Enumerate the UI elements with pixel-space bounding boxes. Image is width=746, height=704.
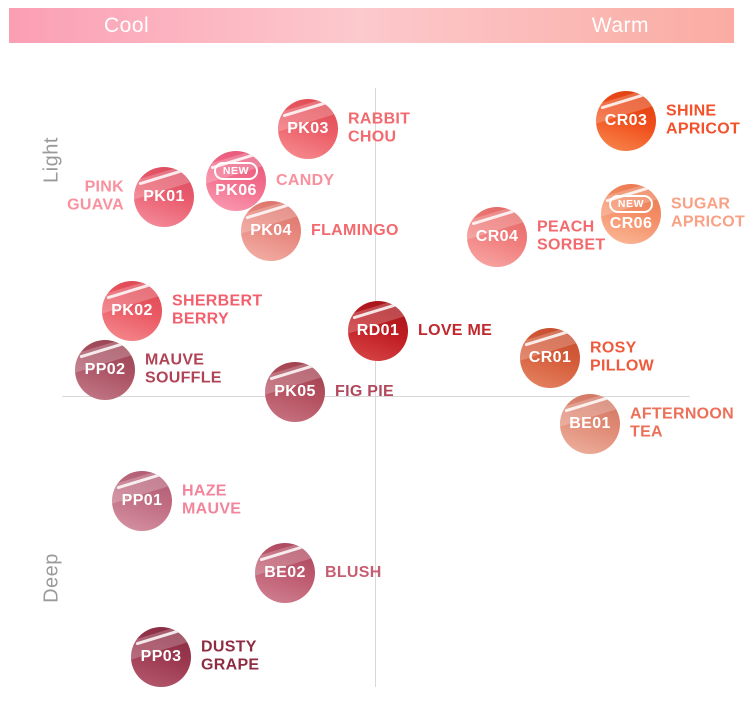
- product-name-label: PINK GUAVA: [67, 179, 124, 216]
- horizontal-axis-line: [62, 396, 690, 397]
- gloss-streak-icon: [116, 473, 160, 490]
- lip-swatch: PP03: [131, 627, 191, 687]
- product-name-line: PINK: [84, 178, 124, 196]
- deep-axis-label: Deep: [40, 553, 63, 603]
- gloss-streak-icon: [135, 629, 179, 646]
- product-name-line: PILLOW: [590, 358, 655, 375]
- gloss-streak-icon: [352, 303, 396, 320]
- lip-swatch: CR03: [596, 91, 656, 151]
- product-code: CR03: [604, 112, 648, 129]
- product-name-label: PEACH SORBET: [537, 219, 605, 256]
- lip-swatch: PP01: [112, 471, 172, 531]
- product-name-line: ROSY: [590, 339, 637, 357]
- lip-swatch: NEW CR06: [601, 184, 661, 244]
- product-name-line: FLAMINGO: [311, 221, 399, 239]
- product-code: PP03: [140, 648, 182, 665]
- product-name-label: SHERBERT BERRY: [172, 293, 262, 330]
- product-name-line: APRICOT: [666, 121, 741, 138]
- lip-swatch: PK04: [241, 201, 301, 261]
- warm-axis-label: Warm: [591, 13, 649, 37]
- product-name-label: SUGAR APRICOT: [671, 196, 745, 233]
- product-code: PK05: [274, 383, 316, 400]
- gloss-streak-icon: [600, 93, 644, 110]
- product-name-line: GRAPE: [201, 657, 260, 674]
- product-code: RD01: [356, 322, 400, 339]
- product-name-line: PEACH: [537, 218, 595, 236]
- product-code: BE02: [264, 564, 306, 581]
- product-code: CR01: [528, 349, 572, 366]
- lip-swatch: CR04: [467, 207, 527, 267]
- product-name-line: LOVE ME: [418, 321, 493, 339]
- product-name-line: CHOU: [348, 129, 397, 146]
- product-name-label: LOVE ME: [418, 322, 492, 340]
- product-code: PK03: [287, 120, 329, 137]
- product-name-line: APRICOT: [671, 214, 746, 231]
- product-code: BE01: [569, 415, 611, 432]
- gloss-streak-icon: [471, 209, 515, 226]
- product-code: PP01: [121, 492, 163, 509]
- lip-swatch: BE02: [255, 543, 315, 603]
- cool-axis-label: Cool: [104, 13, 150, 37]
- product-name-line: SORBET: [537, 237, 606, 254]
- product-name-label: ROSY PILLOW: [590, 340, 654, 377]
- product-name-line: FIG PIE: [335, 382, 394, 400]
- product-name-line: SHINE: [666, 102, 717, 120]
- product-code: PP02: [84, 361, 126, 378]
- product-name-line: SUGAR: [671, 195, 731, 213]
- gloss-streak-icon: [259, 545, 303, 562]
- product-name-label: DUSTY GRAPE: [201, 639, 259, 676]
- lip-swatch: PK02: [102, 281, 162, 341]
- product-code: CR04: [475, 228, 519, 245]
- product-code: PK04: [250, 222, 292, 239]
- product-name-line: MAUVE: [145, 351, 205, 369]
- new-badge: NEW: [608, 195, 654, 213]
- product-name-label: FLAMINGO: [311, 222, 399, 240]
- light-axis-label: Light: [40, 137, 63, 183]
- product-name-line: HAZE: [182, 482, 227, 500]
- product-name-label: MAUVE SOUFFLE: [145, 352, 222, 389]
- gloss-streak-icon: [79, 342, 123, 359]
- temperature-gradient-bar: Cool Warm: [9, 8, 734, 43]
- gloss-streak-icon: [269, 364, 313, 381]
- product-name-label: AFTERNOON TEA: [630, 406, 734, 443]
- gloss-streak-icon: [138, 169, 182, 186]
- gloss-streak-icon: [564, 396, 608, 413]
- product-name-line: MAUVE: [182, 501, 242, 518]
- product-name-line: RABBIT: [348, 110, 411, 128]
- product-name-label: BLUSH: [325, 564, 382, 582]
- product-code: PK01: [143, 188, 185, 205]
- product-name-line: GUAVA: [67, 197, 124, 214]
- product-name-line: BERRY: [172, 311, 229, 328]
- product-name-label: CANDY: [276, 172, 334, 190]
- gloss-streak-icon: [282, 101, 326, 118]
- product-name-line: DUSTY: [201, 638, 257, 656]
- product-code: CR06: [609, 215, 653, 232]
- lip-swatch: NEW PK06: [206, 151, 266, 211]
- vertical-axis-line: [375, 88, 376, 687]
- lip-swatch: PK01: [134, 167, 194, 227]
- product-name-line: BLUSH: [325, 563, 382, 581]
- product-name-label: SHINE APRICOT: [666, 103, 740, 140]
- lip-swatch: BE01: [560, 394, 620, 454]
- product-name-line: CANDY: [276, 171, 335, 189]
- lip-swatch: RD01: [348, 301, 408, 361]
- lip-swatch: PK05: [265, 362, 325, 422]
- lip-swatch: PK03: [278, 99, 338, 159]
- lip-swatch: PP02: [75, 340, 135, 400]
- gloss-streak-icon: [106, 283, 150, 300]
- product-name-line: SHERBERT: [172, 292, 263, 310]
- new-badge: NEW: [213, 162, 259, 180]
- product-code: PK06: [215, 182, 257, 199]
- product-name-label: FIG PIE: [335, 383, 394, 401]
- product-name-line: TEA: [630, 424, 663, 441]
- gloss-streak-icon: [524, 330, 568, 347]
- product-name-line: SOUFFLE: [145, 370, 222, 387]
- product-name-line: AFTERNOON: [630, 405, 735, 423]
- product-code: PK02: [111, 302, 153, 319]
- lip-swatch: CR01: [520, 328, 580, 388]
- product-name-label: HAZE MAUVE: [182, 483, 241, 520]
- product-name-label: RABBIT CHOU: [348, 111, 410, 148]
